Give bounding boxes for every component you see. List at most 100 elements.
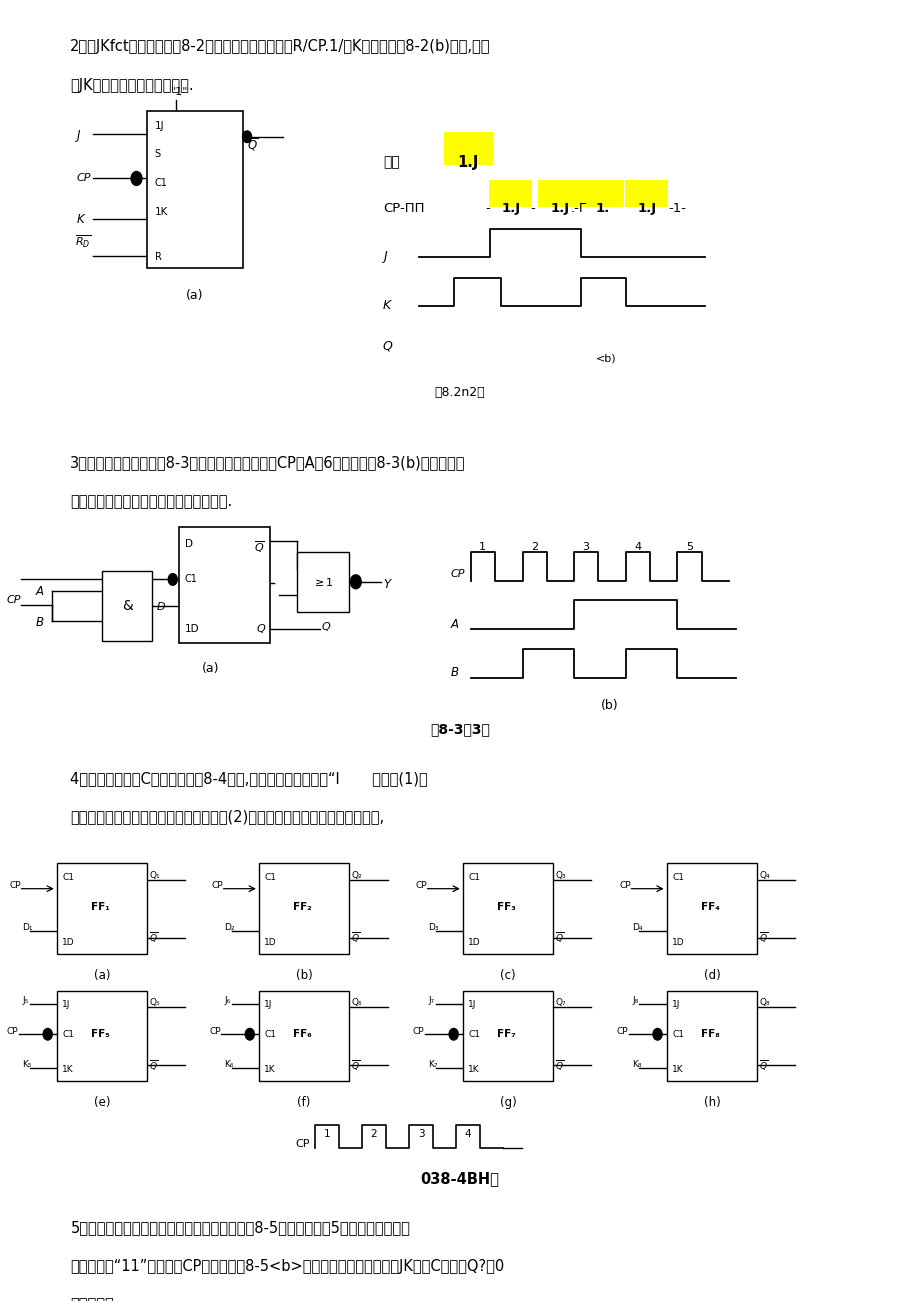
Text: CP: CP (10, 882, 21, 890)
FancyBboxPatch shape (258, 991, 349, 1081)
Text: A: A (36, 585, 44, 598)
Text: J₆: J₆ (224, 997, 231, 1006)
Text: K₆: K₆ (224, 1059, 233, 1068)
Text: 1J: 1J (62, 1000, 71, 1010)
Text: Y: Y (382, 578, 390, 591)
Text: 图8.2n2图: 图8.2n2图 (434, 386, 485, 399)
Text: 1J: 1J (154, 121, 165, 130)
Text: $\overline{Q}$: $\overline{Q}$ (255, 539, 265, 554)
Text: (b): (b) (295, 969, 312, 982)
Text: $\overline{Q}$: $\overline{Q}$ (351, 930, 360, 945)
Text: Q₆: Q₆ (351, 998, 361, 1007)
Text: $\overline{Q}$: $\overline{Q}$ (247, 137, 258, 154)
Text: K: K (382, 299, 391, 312)
Text: FF₄: FF₄ (700, 902, 719, 912)
FancyBboxPatch shape (443, 133, 492, 164)
FancyBboxPatch shape (538, 180, 581, 207)
Text: B: B (450, 666, 459, 679)
Circle shape (448, 1029, 458, 1039)
Text: R: R (154, 252, 162, 262)
Text: 3: 3 (582, 543, 589, 553)
FancyBboxPatch shape (462, 991, 552, 1081)
Text: 038-4BH图: 038-4BH图 (420, 1172, 499, 1187)
Text: S: S (154, 150, 161, 160)
Text: CP: CP (76, 173, 91, 182)
Text: D: D (156, 602, 165, 611)
Text: <b): <b) (596, 354, 616, 363)
Text: K₅: K₅ (22, 1059, 32, 1068)
Text: 1J: 1J (264, 1000, 272, 1010)
FancyBboxPatch shape (666, 991, 756, 1081)
Text: D₁: D₁ (22, 922, 33, 932)
Text: 5: 5 (685, 543, 692, 553)
Text: 2: 2 (370, 1129, 377, 1140)
Text: FF₇: FF₇ (496, 1029, 515, 1039)
Text: D: D (185, 539, 192, 549)
Text: (c): (c) (500, 969, 516, 982)
Text: 分别画出图中各触发器输由端。的波形：(2)指出哪些触发着电路具有计数功能,: 分别画出图中各触发器输由端。的波形：(2)指出哪些触发着电路具有计数功能, (70, 809, 384, 824)
Text: 1K: 1K (154, 207, 168, 217)
Text: -: - (485, 202, 490, 215)
Text: 1D: 1D (62, 938, 74, 947)
Text: $\overline{Q}$: $\overline{Q}$ (351, 1058, 360, 1072)
Text: 3、某。触发器电路如图8-3（八）所示，其输入端CP、A和6的某形如图8-3(b)所示，试行: 3、某。触发器电路如图8-3（八）所示，其输入端CP、A和6的某形如图8-3(b… (70, 455, 465, 471)
Text: Q₈: Q₈ (758, 998, 769, 1007)
Text: 1.J: 1.J (550, 202, 569, 215)
Text: 3: 3 (417, 1129, 424, 1140)
Text: FF₁: FF₁ (91, 902, 109, 912)
Circle shape (350, 575, 361, 589)
Text: C1: C1 (671, 1030, 684, 1038)
FancyBboxPatch shape (462, 864, 552, 954)
Text: $\overline{R_D}$: $\overline{R_D}$ (74, 234, 91, 250)
FancyBboxPatch shape (102, 571, 152, 641)
Text: J₇: J₇ (428, 997, 434, 1006)
Text: CP: CP (450, 569, 465, 579)
Text: 1J: 1J (671, 1000, 680, 1010)
Circle shape (130, 172, 142, 186)
Text: K₈: K₈ (631, 1059, 641, 1068)
Text: 4: 4 (464, 1129, 471, 1140)
Text: 1D: 1D (264, 938, 277, 947)
Text: C1: C1 (185, 575, 198, 584)
Text: 1: 1 (323, 1129, 330, 1140)
Text: Q: Q (321, 622, 330, 632)
Text: CP: CP (7, 596, 21, 605)
Text: CP: CP (618, 882, 630, 890)
Text: Q: Q (256, 624, 265, 634)
Text: Q₃: Q₃ (554, 870, 565, 879)
Text: CP: CP (413, 1026, 424, 1036)
Text: 2、某JKfct发器电路如图8-2（八）所示，其输入端R/CP.1/和K的波形如图8-2(b)所示,试画: 2、某JKfct发器电路如图8-2（八）所示，其输入端R/CP.1/和K的波形如… (70, 39, 491, 55)
Text: J: J (382, 250, 386, 263)
Text: 1: 1 (479, 543, 485, 553)
Text: C1: C1 (62, 873, 74, 882)
Text: Q₁: Q₁ (149, 870, 160, 879)
Text: FF₆: FF₆ (292, 1029, 312, 1039)
Text: A: A (450, 618, 459, 631)
Text: D₄: D₄ (631, 922, 642, 932)
Text: J: J (76, 129, 80, 142)
Text: 1.J: 1.J (457, 155, 478, 170)
Text: CP: CP (7, 1026, 18, 1036)
Text: (g): (g) (499, 1097, 516, 1110)
Text: (a): (a) (94, 969, 110, 982)
Text: 1K: 1K (671, 1066, 683, 1075)
Text: $\overline{Q}$: $\overline{Q}$ (758, 1058, 767, 1072)
Text: (a): (a) (202, 662, 220, 675)
FancyBboxPatch shape (666, 864, 756, 954)
Text: "1": "1" (171, 87, 188, 98)
Circle shape (168, 574, 177, 585)
Text: CP: CP (295, 1140, 310, 1149)
FancyBboxPatch shape (258, 864, 349, 954)
Text: Q₂: Q₂ (351, 870, 361, 879)
Text: 4、已知时钟胶冲C户的波形如图8-4所示,设它们初始状态均为“I       要求：(1)试: 4、已知时钟胶冲C户的波形如图8-4所示,设它们初始状态均为“I 要求：(1)试 (70, 770, 427, 786)
Text: -1-: -1- (668, 202, 686, 215)
Circle shape (652, 1029, 662, 1039)
Text: 的波形图。: 的波形图。 (70, 1297, 114, 1301)
Text: CP: CP (211, 882, 223, 890)
Text: 1.J: 1.J (636, 202, 655, 215)
FancyBboxPatch shape (297, 552, 349, 611)
Text: 1.: 1. (595, 202, 608, 215)
Text: 1J: 1J (468, 1000, 476, 1010)
Circle shape (43, 1029, 52, 1039)
Text: (b): (b) (600, 699, 618, 712)
